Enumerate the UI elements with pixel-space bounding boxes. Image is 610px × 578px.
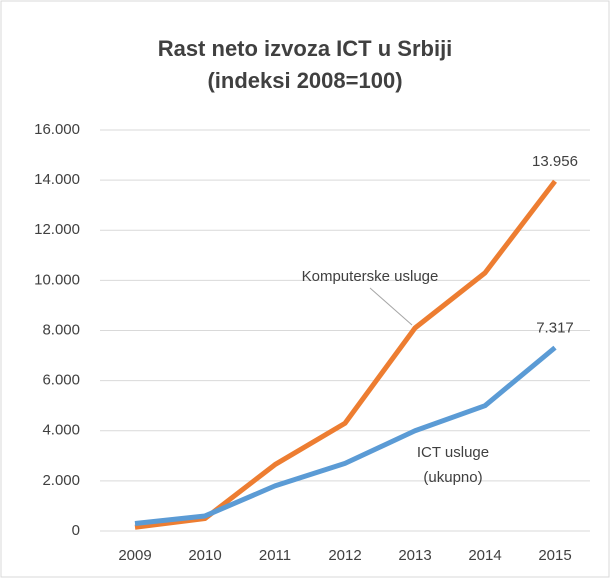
y-tick-label: 10.000 <box>34 271 80 288</box>
x-tick-label: 2010 <box>188 547 221 564</box>
y-tick-label: 2.000 <box>42 472 80 489</box>
y-tick-label: 4.000 <box>42 422 80 439</box>
x-tick-label: 2014 <box>468 547 501 564</box>
y-tick-label: 12.000 <box>34 221 80 238</box>
data-label: 13.956 <box>532 153 578 170</box>
x-tick-label: 2011 <box>259 547 291 564</box>
chart-title: Rast neto izvoza ICT u Srbiji <box>158 36 453 61</box>
leader-line <box>369 287 413 326</box>
y-tick-label: 0 <box>72 522 80 539</box>
y-tick-label: 8.000 <box>42 321 80 338</box>
y-tick-label: 6.000 <box>42 372 80 389</box>
y-tick-label: 14.000 <box>34 171 80 188</box>
series-line <box>134 345 557 526</box>
data-label: 7.317 <box>536 320 574 337</box>
x-tick-label: 2013 <box>398 547 431 564</box>
chart-subtitle: (indeksi 2008=100) <box>207 68 402 93</box>
series-label: Komputerske usluge <box>301 268 439 285</box>
series-label: ICT usluge (ukupno) <box>416 444 490 486</box>
x-tick-label: 2012 <box>328 547 361 564</box>
x-tick-label: 2009 <box>118 547 151 564</box>
y-tick-label: 16.000 <box>34 121 80 138</box>
x-tick-label: 2015 <box>538 547 571 564</box>
